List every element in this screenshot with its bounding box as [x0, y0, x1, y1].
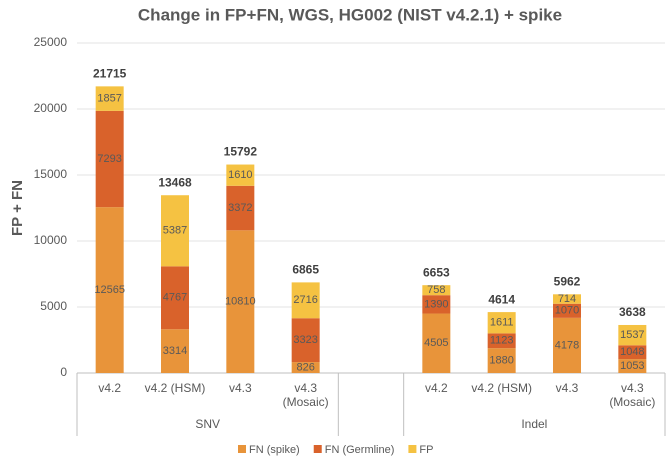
bar-segment — [161, 266, 189, 330]
value-label: 2716 — [293, 294, 317, 306]
value-label: 1053 — [620, 360, 644, 372]
x-tick-label: v4.2 (HSM) — [144, 381, 206, 395]
value-label: 7293 — [97, 153, 121, 165]
bar-segment — [95, 207, 124, 373]
total-label: 15792 — [224, 145, 258, 159]
legend-label: FP — [419, 444, 433, 456]
value-label: 10810 — [225, 296, 256, 308]
value-label: 4178 — [555, 339, 579, 351]
y-tick-label: 20000 — [34, 101, 68, 115]
value-label: 4767 — [163, 292, 187, 304]
value-label: 3323 — [293, 334, 317, 346]
total-label: 13468 — [158, 175, 192, 189]
bar-segment — [553, 294, 581, 304]
bar-segment — [291, 282, 320, 319]
value-label: 1880 — [489, 354, 513, 366]
bar-segment — [618, 345, 647, 360]
bar-segment — [618, 324, 647, 346]
y-tick-label: 0 — [60, 365, 67, 379]
legend-swatch — [238, 445, 246, 453]
bar-segment — [161, 329, 189, 373]
value-label: 1390 — [424, 298, 448, 310]
bar-segment — [161, 195, 189, 267]
x-tick-label: v4.3 — [228, 381, 252, 395]
bar-segment — [226, 164, 255, 186]
legend-label: FN (Germline) — [325, 444, 395, 456]
total-label: 6865 — [292, 263, 319, 277]
bar-segment — [95, 110, 124, 208]
x-tick-label: v4.2 (HSM) — [471, 381, 532, 395]
bar-segment — [618, 359, 647, 373]
value-label: 1048 — [620, 346, 644, 358]
chart-title: Change in FP+FN, WGS, HG002 (NIST v4.2.1… — [138, 5, 562, 24]
x-tick-label: v4.3 (Mosaic) — [609, 381, 656, 409]
group-label: Indel — [521, 417, 547, 431]
bar-segment — [226, 185, 255, 231]
bar-segment — [291, 362, 320, 373]
bar-segment — [95, 86, 124, 111]
x-tick-label: v4.2 — [424, 381, 448, 395]
value-label: 3372 — [228, 202, 252, 214]
bar-segment — [226, 230, 255, 373]
value-label: 1611 — [490, 317, 514, 329]
group-label: SNV — [195, 417, 220, 431]
bar-segment — [487, 333, 516, 349]
x-tick-label: v4.3 — [555, 381, 579, 395]
value-label: 3314 — [163, 345, 187, 357]
value-label: 4505 — [424, 337, 448, 349]
y-tick-label: 10000 — [34, 233, 68, 247]
bar-segment — [422, 285, 451, 296]
legend-label: FN (spike) — [249, 444, 300, 456]
total-label: 21715 — [93, 67, 127, 81]
bar-segment — [553, 303, 581, 318]
y-tick-label: 25000 — [34, 35, 68, 49]
value-label: 758 — [427, 284, 445, 296]
value-label: 714 — [558, 293, 576, 305]
value-label: 1857 — [97, 93, 121, 105]
total-label: 5962 — [554, 274, 581, 288]
bar-segment — [422, 313, 451, 373]
x-tick-label: v4.3 (Mosaic) — [282, 381, 329, 409]
y-tick-label: 5000 — [40, 299, 67, 313]
bar-segment — [487, 312, 516, 334]
value-label: 826 — [296, 361, 314, 373]
value-label: 1537 — [620, 329, 644, 341]
value-label: 12565 — [94, 284, 125, 296]
value-label: 5387 — [163, 225, 187, 237]
total-label: 4614 — [488, 292, 515, 306]
total-label: 3638 — [619, 305, 646, 319]
y-axis-label: FP + FN — [9, 180, 26, 236]
bar-segment — [422, 295, 451, 314]
legend-swatch — [408, 445, 417, 453]
total-label: 6653 — [423, 265, 450, 279]
legend-swatch — [313, 445, 322, 453]
bar-segment — [291, 318, 320, 363]
value-label: 1070 — [555, 305, 579, 317]
bar-segment — [553, 317, 581, 373]
value-label: 1123 — [490, 335, 514, 347]
bar-segment — [487, 348, 516, 373]
value-label: 1610 — [228, 169, 252, 181]
y-tick-label: 15000 — [34, 167, 68, 181]
x-tick-label: v4.2 — [98, 381, 121, 395]
